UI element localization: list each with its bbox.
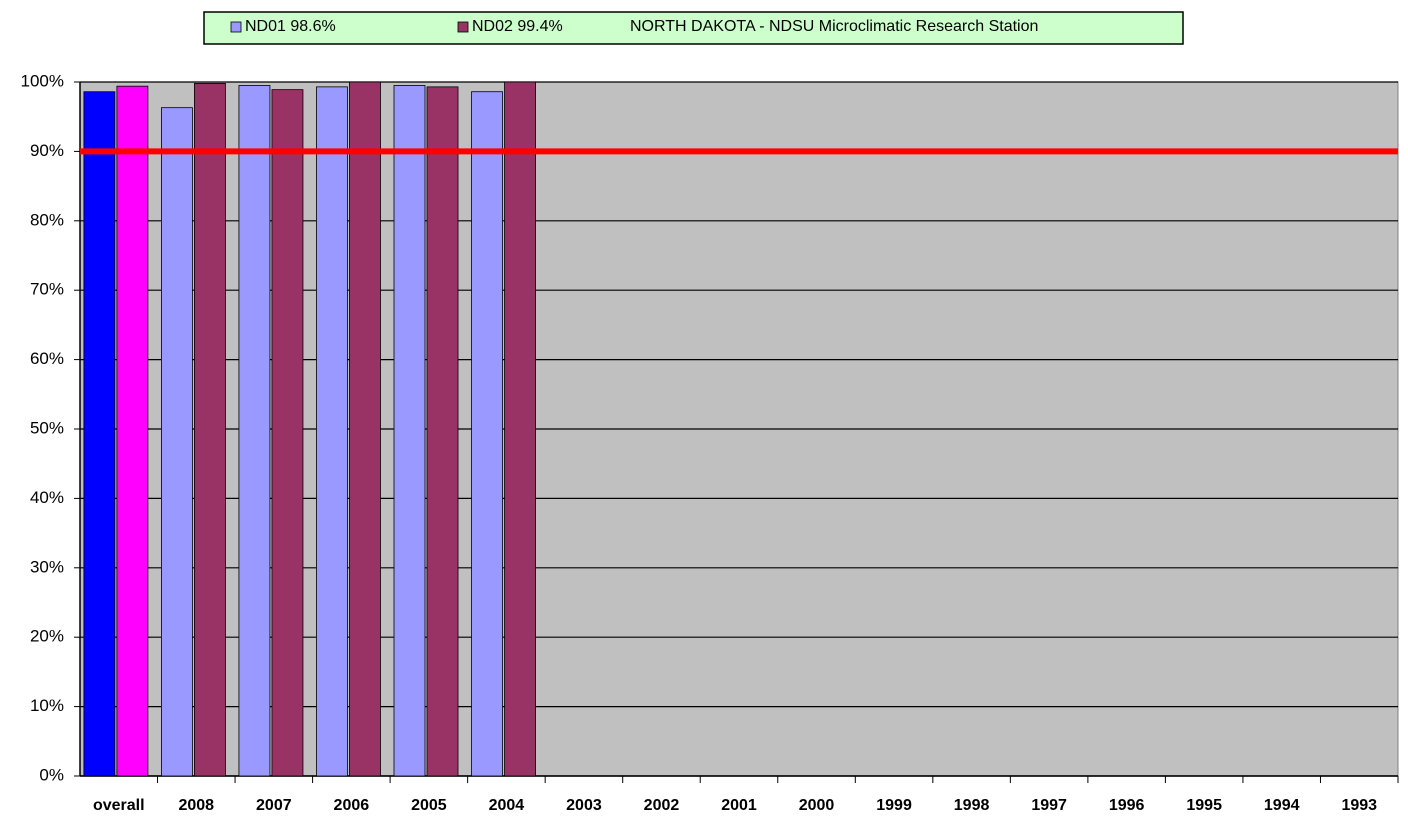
x-tick-label: 1997	[1031, 797, 1067, 814]
bar	[116, 85, 149, 777]
legend-label: ND01 98.6%	[245, 18, 336, 35]
x-tick-label: 2001	[721, 797, 757, 814]
x-tick-label: 1993	[1341, 797, 1377, 814]
x-tick-label: 1995	[1186, 797, 1222, 814]
x-tick-label: 2002	[644, 797, 680, 814]
x-tick-label: 2003	[566, 797, 602, 814]
x-tick-label: 2004	[489, 797, 525, 814]
legend	[203, 11, 1184, 45]
y-tick-label: 20%	[30, 627, 64, 646]
bar	[471, 91, 503, 777]
x-tick-label: 2008	[178, 797, 214, 814]
legend-swatch	[230, 21, 242, 33]
bar	[238, 85, 271, 777]
y-tick-label: 50%	[30, 418, 64, 437]
bar	[271, 89, 304, 777]
y-tick-label: 60%	[30, 349, 64, 368]
y-tick-label: 40%	[30, 488, 64, 507]
bar	[83, 91, 116, 777]
x-tick-label: 2006	[334, 797, 370, 814]
chart-title: NORTH DAKOTA - NDSU Microclimatic Resear…	[630, 18, 1038, 35]
x-tick-label: 1999	[876, 797, 912, 814]
legend-swatch	[457, 21, 469, 33]
y-tick-label: 70%	[30, 280, 64, 299]
bar	[316, 86, 348, 777]
bar	[194, 82, 226, 777]
x-tick-label: 1994	[1264, 797, 1300, 814]
bar	[426, 86, 459, 777]
y-tick-label: 30%	[30, 557, 64, 576]
x-tick-label: 2005	[411, 797, 447, 814]
x-tick-label: 2000	[799, 797, 835, 814]
x-tick-label: 1998	[954, 797, 990, 814]
y-tick-label: 10%	[30, 696, 64, 715]
x-tick-label: 2007	[256, 797, 292, 814]
y-tick-label: 90%	[30, 141, 64, 160]
bar	[504, 81, 536, 777]
bar	[161, 107, 193, 777]
x-tick-label: overall	[93, 797, 145, 814]
y-tick-label: 0%	[39, 765, 64, 784]
y-tick-label: 100%	[21, 71, 64, 90]
legend-label: ND02 99.4%	[472, 18, 563, 35]
bar	[349, 81, 381, 777]
bar	[393, 85, 426, 777]
x-tick-label: 1996	[1109, 797, 1145, 814]
y-tick-label: 80%	[30, 210, 64, 229]
